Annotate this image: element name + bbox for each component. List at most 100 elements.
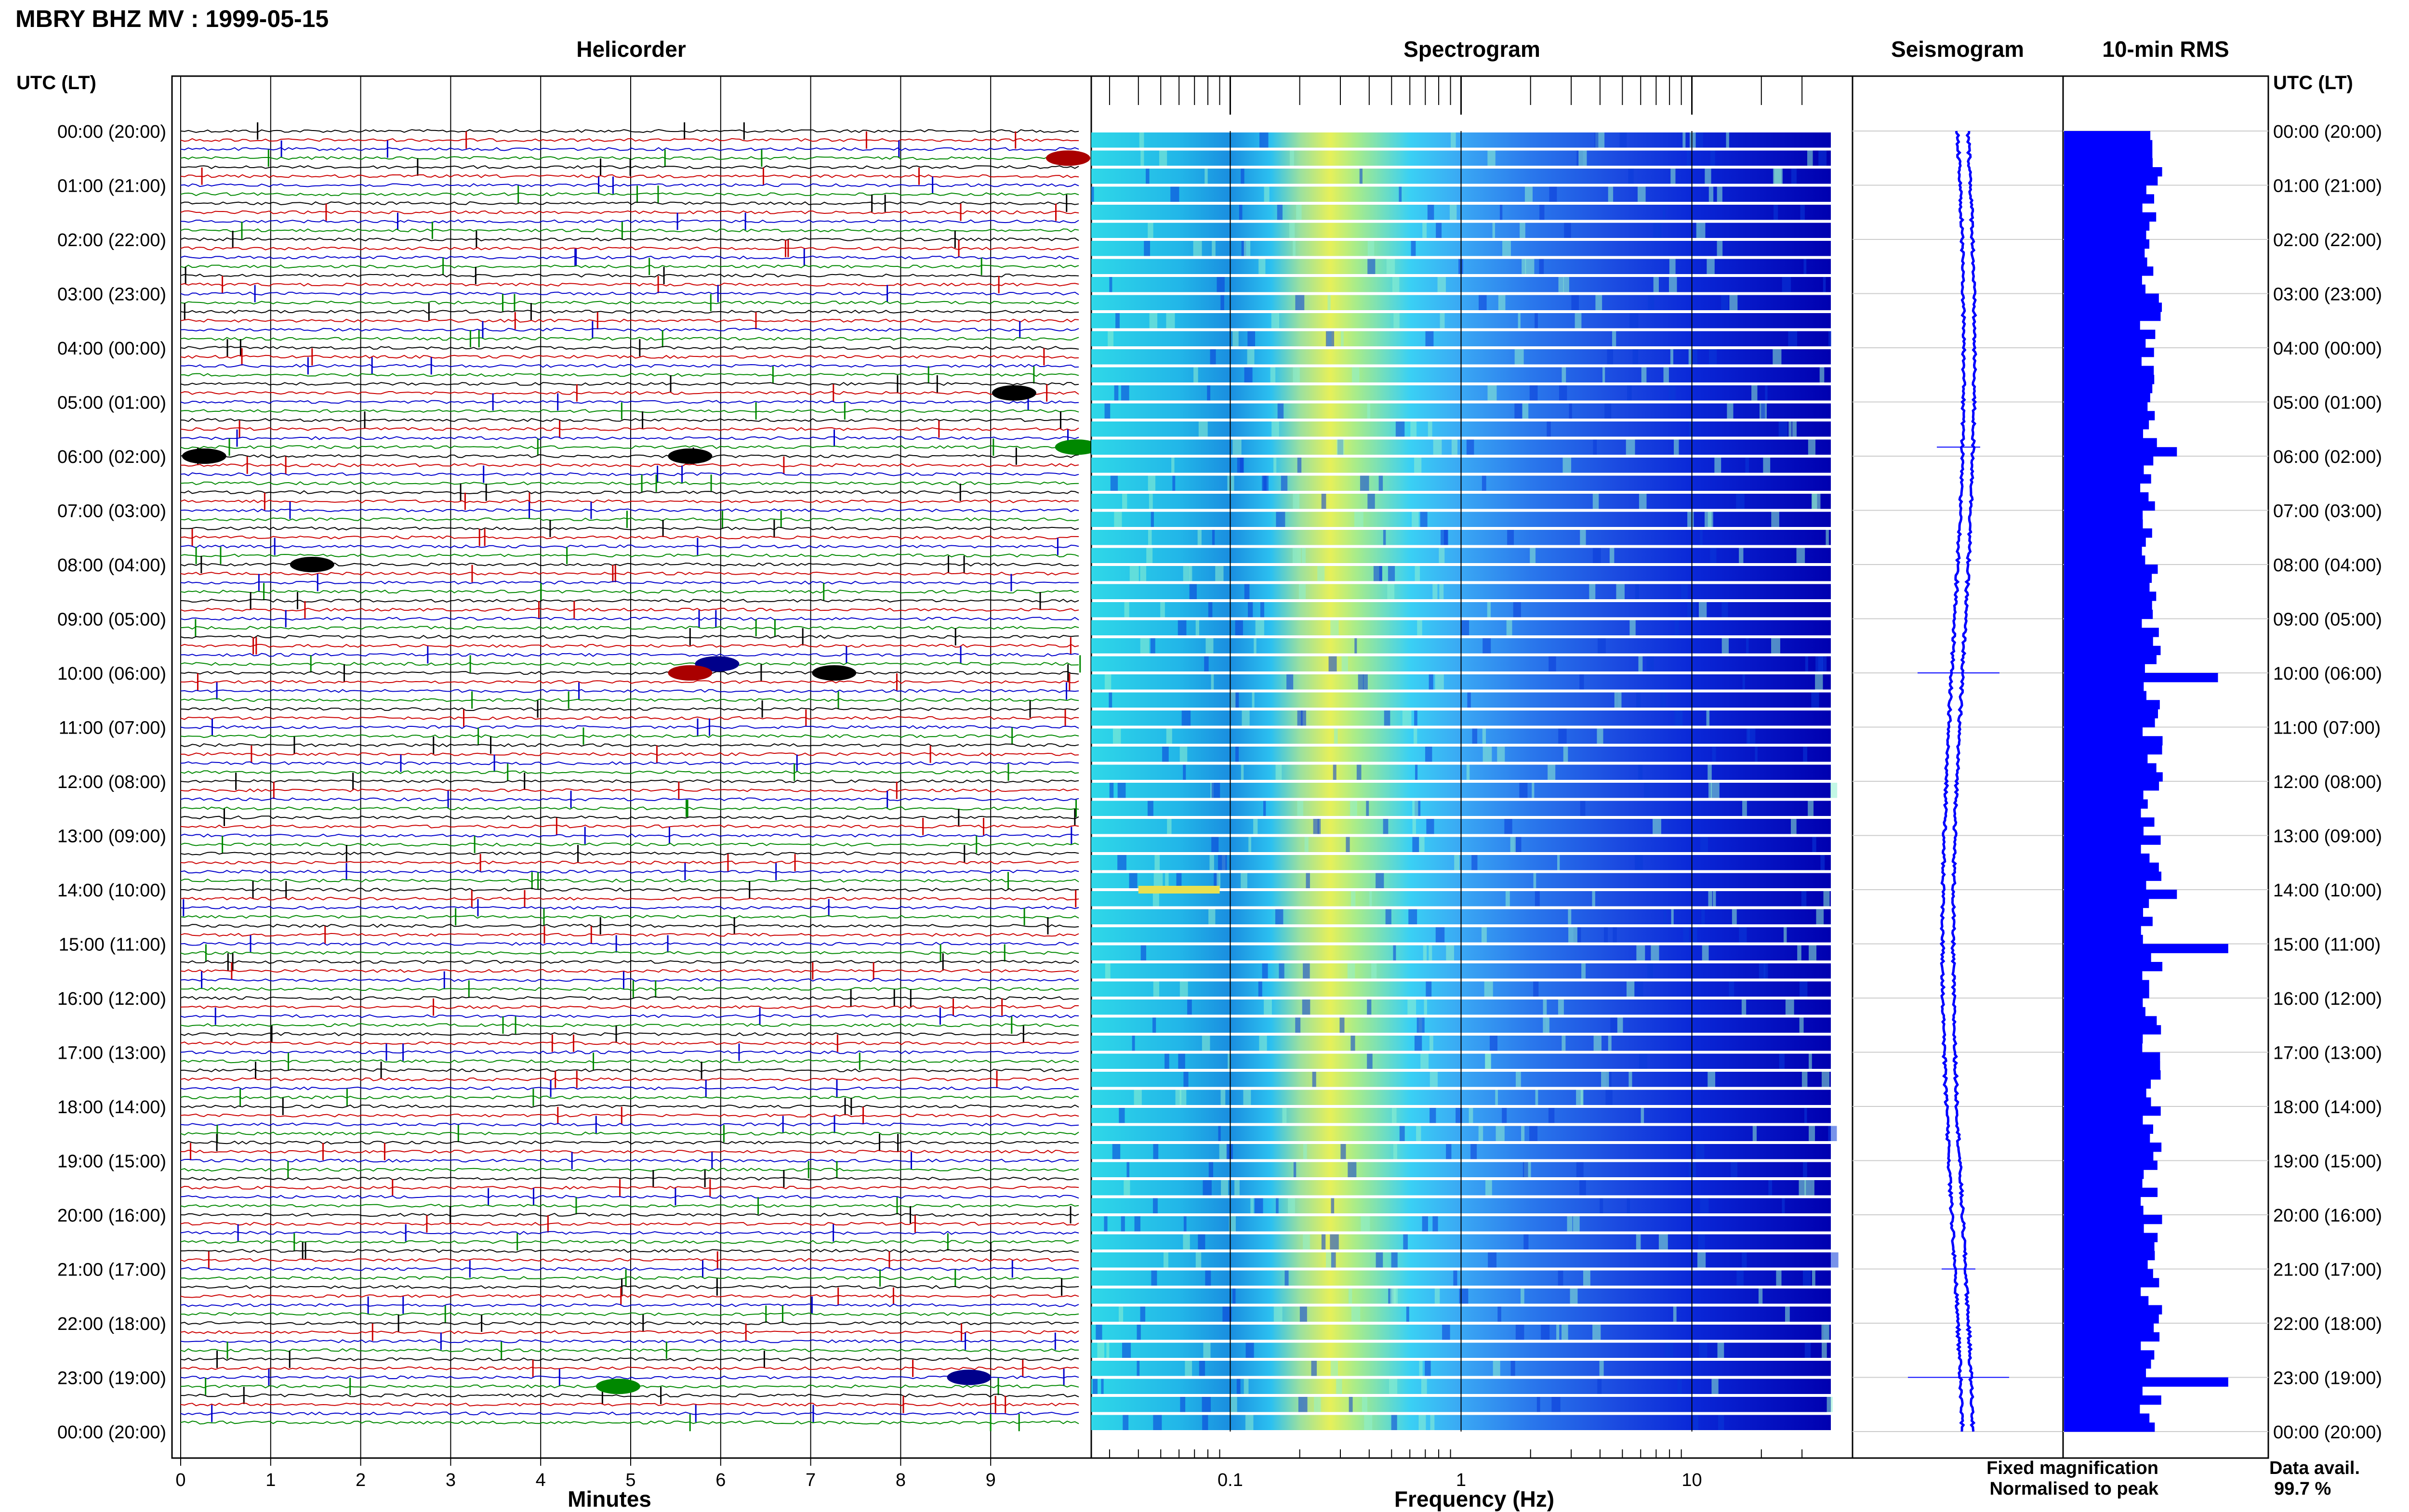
- spectrogram-speckle: [1118, 1306, 1124, 1322]
- rms-bar: [2064, 637, 2153, 646]
- spectrogram-speckle: [1812, 1270, 1815, 1286]
- rms-bar: [2064, 1106, 2161, 1116]
- spectrogram-speckle: [1275, 764, 1282, 780]
- spectrogram-speckle: [1393, 313, 1400, 329]
- spectrogram-speckle: [1354, 512, 1363, 527]
- spectrogram-speckle: [1270, 367, 1276, 382]
- time-label-left: 11:00 (07:00): [59, 718, 166, 738]
- helicorder-trace: [180, 183, 1079, 187]
- spectrogram-speckle: [1514, 837, 1522, 852]
- helicorder-trace: [180, 860, 1079, 865]
- spectrogram-speckle: [1499, 205, 1503, 220]
- spectrogram-speckle: [1321, 494, 1326, 509]
- rms-bar: [2064, 1269, 2153, 1278]
- rms-bar: [2064, 781, 2159, 791]
- helicorder-trace: [180, 698, 1079, 702]
- spectrogram-speckle: [1195, 620, 1199, 635]
- spectrogram-speckle: [1521, 1126, 1525, 1141]
- rms-bar: [2064, 1016, 2157, 1026]
- time-label-right: 06:00 (02:00): [2273, 447, 2382, 467]
- spectrogram-speckle: [1658, 1234, 1668, 1249]
- time-label-left: 07:00 (03:00): [57, 501, 166, 522]
- spectrogram-speckle: [1259, 1036, 1267, 1051]
- helicorder-trace: [180, 418, 1079, 422]
- rms-bar: [2064, 1278, 2159, 1288]
- time-label-left: 18:00 (14:00): [57, 1097, 166, 1118]
- spectrogram-speckle: [1152, 1198, 1158, 1213]
- spectrogram-speckle: [1276, 1198, 1279, 1213]
- spectrogram-speckle: [1403, 1234, 1408, 1249]
- spectrogram-speckle: [1557, 855, 1560, 870]
- spectrogram-speckle: [1109, 277, 1112, 292]
- spectrogram-speckle: [1421, 1379, 1427, 1394]
- rms-bar: [2064, 546, 2142, 556]
- spectrogram-speckle: [1218, 855, 1227, 870]
- spectrogram-speckle: [1821, 1342, 1827, 1358]
- rms-bar: [2064, 980, 2149, 989]
- rms-bar: [2064, 348, 2154, 357]
- spectrogram-x-label: Frequency (Hz): [1394, 1486, 1554, 1512]
- spectrogram-speckle: [1140, 566, 1146, 581]
- helicorder-trace: [180, 806, 1079, 811]
- spectrogram-speckle: [1297, 801, 1303, 816]
- rms-bar: [2064, 1350, 2155, 1360]
- rms-bar: [2064, 510, 2143, 520]
- spectrogram-speckle: [1568, 927, 1577, 943]
- spectrogram-speckle: [1395, 421, 1405, 437]
- helicorder-trace: [180, 237, 1079, 242]
- spectrogram-speckle: [1768, 1180, 1773, 1196]
- spectrogram-speckle: [1674, 439, 1679, 455]
- spectrogram-speckle: [1558, 999, 1564, 1015]
- spectrogram-speckle: [1226, 1144, 1233, 1159]
- spectrogram-speckle: [1830, 1252, 1839, 1268]
- helicorder-trace: [180, 653, 1079, 657]
- spectrogram-speckle: [1653, 277, 1659, 292]
- spectrogram-speckle: [1668, 385, 1676, 401]
- spectrogram-speckle: [1328, 656, 1337, 671]
- spectrogram-speckle: [1297, 710, 1303, 726]
- spectrogram-speckle: [1439, 548, 1445, 563]
- rms-bar: [2064, 1305, 2162, 1315]
- spectrogram-speckle: [1244, 584, 1250, 599]
- spectrogram-speckle: [1608, 1036, 1612, 1051]
- spectrogram-speckle: [1290, 150, 1294, 166]
- spectrogram-speckle: [1556, 1325, 1560, 1340]
- spectrogram-speckle: [1293, 1162, 1297, 1177]
- rms-bar: [2064, 682, 2144, 692]
- spectrogram-speckle: [1758, 1288, 1763, 1304]
- helicorder-trace: [180, 273, 1079, 278]
- spectrogram-speckle: [1456, 1108, 1462, 1123]
- helicorder-trace: [180, 1104, 1079, 1109]
- spectrogram-speckle: [1359, 169, 1363, 184]
- spectrogram-speckle: [1311, 1361, 1317, 1376]
- spectrogram-speckle: [1260, 602, 1264, 618]
- spectrogram-speckle: [1418, 1415, 1426, 1430]
- spectrogram-speckle: [1811, 494, 1817, 509]
- spectrogram-speckle: [1644, 783, 1650, 798]
- spectrogram-speckle: [1629, 620, 1636, 635]
- spectrogram-speckle: [1179, 747, 1188, 762]
- rms-bar: [2064, 1052, 2160, 1062]
- spectrogram-speckle: [1580, 1090, 1584, 1105]
- spectrogram-speckle: [1378, 475, 1383, 491]
- spectrogram-speckle: [1313, 819, 1319, 834]
- spectrogram-speckle: [1571, 295, 1579, 310]
- helicorder-trace: [180, 590, 1079, 594]
- rms-bar: [2064, 1061, 2160, 1071]
- spectrogram-speckle: [1363, 674, 1368, 690]
- spectrogram-speckle: [1602, 367, 1605, 382]
- helicorder-trace: [180, 490, 1079, 495]
- rms-bar: [2064, 799, 2148, 809]
- rms-bar: [2064, 555, 2145, 565]
- helicorder-trace: [180, 689, 1079, 693]
- spectrogram-speckle: [1282, 1108, 1287, 1123]
- rms-bar: [2064, 1332, 2160, 1342]
- rms-bar: [2064, 492, 2149, 502]
- spectrogram-speckle: [1121, 1216, 1125, 1232]
- spectrogram-speckle: [1675, 710, 1683, 726]
- spectrogram-speckle: [1179, 1090, 1187, 1105]
- rms-bar: [2064, 1215, 2162, 1224]
- spectrogram-speckle: [1646, 656, 1654, 671]
- spectrogram-speckle: [1178, 620, 1187, 635]
- time-label-left: 21:00 (17:00): [57, 1260, 166, 1280]
